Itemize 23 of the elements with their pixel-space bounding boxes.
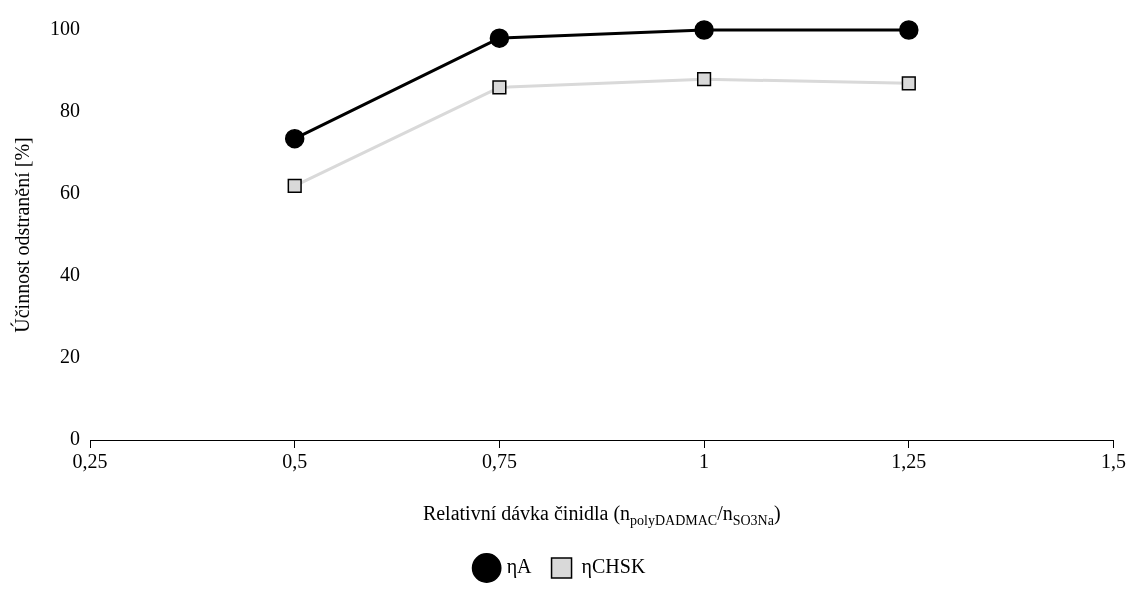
legend-label: ηA (506, 555, 533, 579)
point (899, 20, 919, 40)
point (489, 28, 510, 48)
point (284, 128, 305, 149)
y-axis-title: Účinnost odstranění [%] (10, 137, 34, 333)
y-tick-label: 80 (60, 99, 80, 122)
x-tick-label: 1 (699, 450, 710, 473)
y-tick-label: 100 (50, 17, 80, 40)
point (696, 72, 712, 87)
point (287, 178, 302, 193)
x-tick-label: 0,75 (481, 450, 517, 473)
y-tick-label: 20 (60, 345, 80, 368)
x-tick-label: 0,5 (282, 450, 308, 473)
point (694, 20, 714, 40)
y-tick-label: 0 (70, 427, 80, 450)
point (492, 80, 507, 95)
x-tick-label: 1,5 (1101, 450, 1126, 473)
legend-label: ηCHSK (581, 555, 646, 579)
y-tick-label: 40 (60, 263, 80, 286)
x-tick-label: 1,25 (891, 450, 927, 473)
x-tick-label: 0,25 (72, 450, 108, 473)
y-tick-label: 60 (60, 181, 80, 204)
point (901, 76, 916, 91)
